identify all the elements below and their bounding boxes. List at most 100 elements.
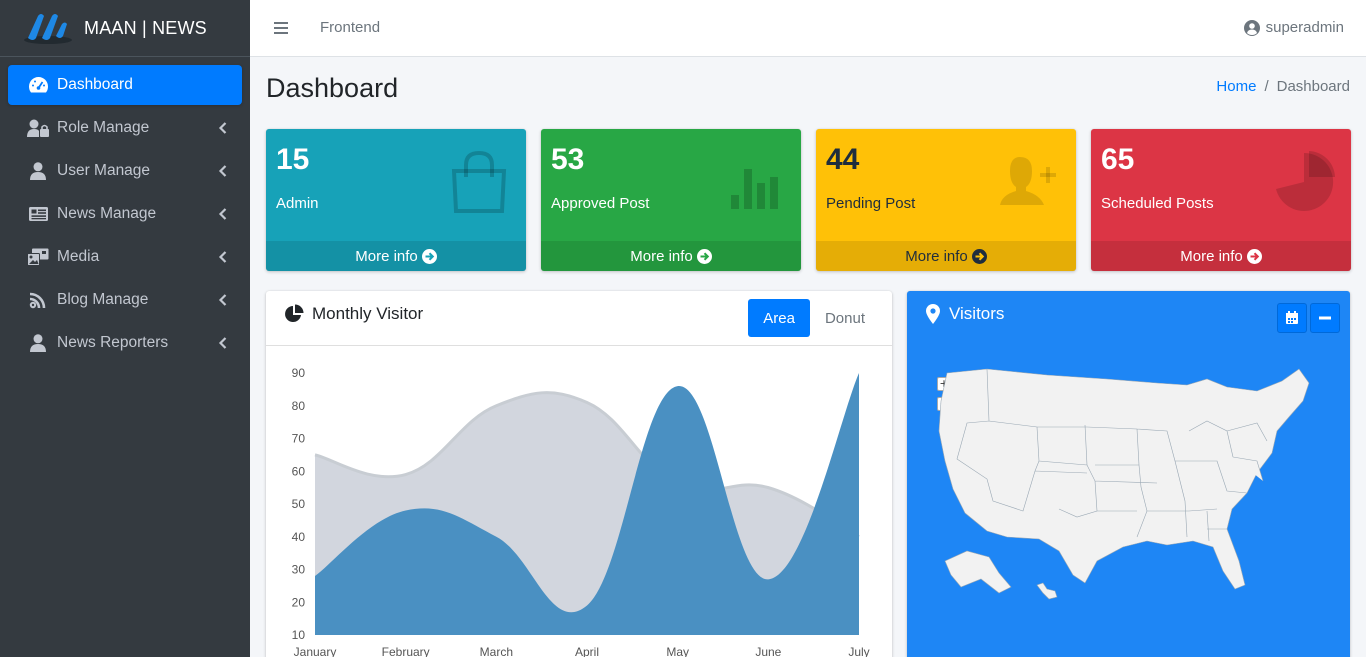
breadcrumb-home-link[interactable]: Home xyxy=(1216,78,1257,95)
area-chart: 10 20 30 40 50 60 70 80 90 January February March Ap… xyxy=(292,366,870,657)
tab-area[interactable]: Area xyxy=(748,299,810,337)
y-tick-label: 80 xyxy=(292,399,306,413)
more-info-link[interactable]: More info xyxy=(541,241,801,271)
sidebar-nav: Dashboard Role Manage User Manage News M… xyxy=(0,57,250,363)
chevron-left-icon xyxy=(218,294,227,306)
minus-icon xyxy=(1319,316,1331,320)
more-info-label: More info xyxy=(905,247,968,265)
stat-label: Pending Post xyxy=(826,195,916,212)
sidebar-item-blog-manage[interactable]: Blog Manage xyxy=(8,280,242,320)
tachometer-icon xyxy=(27,74,49,96)
sidebar-item-news-reporters[interactable]: News Reporters xyxy=(8,323,242,363)
hamburger-menu-icon[interactable] xyxy=(274,20,288,36)
user-plus-icon xyxy=(1000,157,1056,205)
tab-donut[interactable]: Donut xyxy=(824,309,865,327)
chart-tabs: Area Donut xyxy=(748,299,880,337)
sidebar-item-label: Dashboard xyxy=(57,76,133,93)
stat-box-approved-post: 53 Approved Post More info xyxy=(541,129,801,271)
y-tick-label: 70 xyxy=(292,432,306,446)
x-tick-label: May xyxy=(666,645,689,657)
sidebar-item-user-manage[interactable]: User Manage xyxy=(8,151,242,191)
stat-value: 44 xyxy=(826,143,860,176)
usa-map[interactable] xyxy=(927,361,1337,621)
date-range-button[interactable] xyxy=(1277,303,1307,333)
more-info-label: More info xyxy=(355,247,418,265)
stat-box-pending-post: 44 Pending Post More info xyxy=(816,129,1076,271)
more-info-link[interactable]: More info xyxy=(816,241,1076,271)
x-tick-label: January xyxy=(294,645,337,657)
series-1-line xyxy=(314,391,860,539)
y-tick-label: 20 xyxy=(292,595,306,609)
stat-box-scheduled-posts: 65 Scheduled Posts More info xyxy=(1091,129,1351,271)
x-tick-label: February xyxy=(382,645,430,657)
stat-value: 53 xyxy=(551,143,585,176)
sidebar-item-news-manage[interactable]: News Manage xyxy=(8,194,242,234)
user-name: superadmin xyxy=(1265,19,1344,36)
sidebar-item-label: User Manage xyxy=(57,162,151,179)
stat-value: 65 xyxy=(1101,143,1135,176)
card-title-text: Monthly Visitor xyxy=(312,304,424,323)
user-menu[interactable]: superadmin xyxy=(1243,19,1344,36)
y-tick-label: 10 xyxy=(292,628,306,642)
more-info-link[interactable]: More info xyxy=(266,241,526,271)
brand-logo-icon xyxy=(24,14,72,44)
sidebar-item-label: Role Manage xyxy=(57,119,150,136)
chevron-left-icon xyxy=(218,251,227,263)
y-tick-label: 40 xyxy=(292,530,306,544)
sidebar-item-dashboard[interactable]: Dashboard xyxy=(8,65,242,105)
stat-label: Scheduled Posts xyxy=(1101,195,1214,212)
stat-label: Admin xyxy=(276,195,319,212)
arrow-circle-right-icon xyxy=(421,248,437,264)
sidebar-item-label: News Reporters xyxy=(57,334,169,351)
y-tick-label: 50 xyxy=(292,497,306,511)
y-tick-label: 90 xyxy=(292,366,306,380)
more-info-label: More info xyxy=(1180,247,1243,265)
breadcrumb-current: Dashboard xyxy=(1276,78,1350,95)
brand-name: MAAN | NEWS xyxy=(84,17,207,38)
arrow-circle-right-icon xyxy=(1246,248,1262,264)
arrow-circle-right-icon xyxy=(971,248,987,264)
sidebar-item-role-manage[interactable]: Role Manage xyxy=(8,108,242,148)
sidebar-item-label: Blog Manage xyxy=(57,291,149,308)
chevron-left-icon xyxy=(218,337,227,349)
user-icon xyxy=(27,332,49,354)
x-tick-label: March xyxy=(480,645,513,657)
chevron-left-icon xyxy=(218,208,227,220)
collapse-button[interactable] xyxy=(1310,303,1340,333)
newspaper-icon xyxy=(27,203,49,225)
card-title: Visitors xyxy=(925,304,1004,324)
sidebar-item-label: Media xyxy=(57,248,100,265)
top-navbar: Frontend superadmin xyxy=(250,0,1366,57)
x-tick-label: July xyxy=(848,645,869,657)
pie-chart-icon xyxy=(1276,151,1335,211)
x-tick-label: April xyxy=(575,645,599,657)
chevron-left-icon xyxy=(218,165,227,177)
sidebar: MAAN | NEWS Dashboard Role Manage User M… xyxy=(0,0,250,657)
photo-video-icon xyxy=(27,246,49,268)
series-2-area xyxy=(315,373,859,635)
visitors-card: Visitors + − xyxy=(907,291,1350,657)
sidebar-item-media[interactable]: Media xyxy=(8,237,242,277)
calendar-icon xyxy=(1286,311,1298,324)
stat-box-admin: 15 Admin More info xyxy=(266,129,526,271)
monthly-visitor-card: Monthly Visitor Area Donut 10 20 30 40 50 60 7… xyxy=(266,291,892,657)
x-tick-label: June xyxy=(755,645,781,657)
frontend-link[interactable]: Frontend xyxy=(320,19,381,36)
arrow-circle-right-icon xyxy=(696,248,712,264)
stat-value: 15 xyxy=(276,143,310,176)
chart-pie-icon xyxy=(285,304,304,322)
user-lock-icon xyxy=(27,117,49,139)
more-info-label: More info xyxy=(630,247,693,265)
sidebar-item-label: News Manage xyxy=(57,205,157,222)
brand[interactable]: MAAN | NEWS xyxy=(0,0,250,57)
y-tick-label: 30 xyxy=(292,563,306,577)
more-info-link[interactable]: More info xyxy=(1091,241,1351,271)
page-title: Dashboard xyxy=(266,73,399,103)
stat-label: Approved Post xyxy=(551,195,650,212)
breadcrumb-separator: / xyxy=(1264,78,1269,95)
card-title: Monthly Visitor xyxy=(284,304,423,324)
breadcrumb: Home / Dashboard xyxy=(1216,78,1350,95)
user-circle-icon xyxy=(1243,19,1260,36)
y-tick-label: 60 xyxy=(292,464,306,478)
shopping-bag-icon xyxy=(451,150,507,213)
